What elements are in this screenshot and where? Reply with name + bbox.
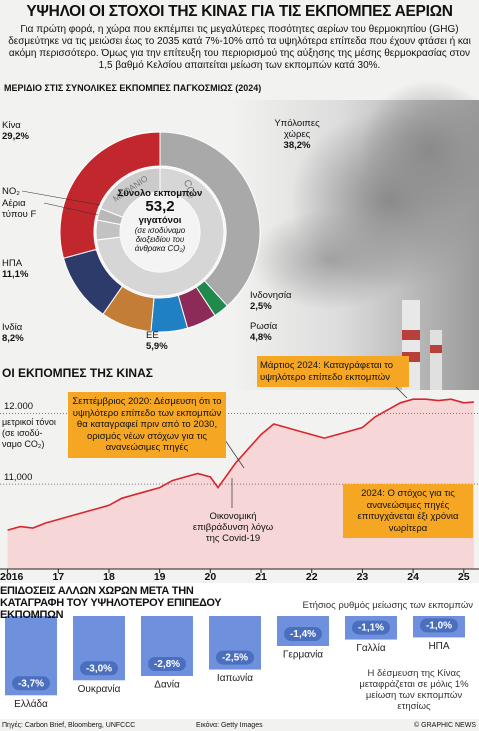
x-tick-label: 2016 xyxy=(0,571,24,583)
pie-category: ΗΠΑ xyxy=(2,258,23,269)
x-tick-label: 25 xyxy=(457,571,470,583)
x-tick-label: 20 xyxy=(204,571,217,583)
pie-category: Ινδονησία xyxy=(250,290,292,301)
leader xyxy=(43,202,99,216)
annotation: Σεπτέμβριος 2020: Δέσμευση ότι το υψηλότ… xyxy=(68,392,226,458)
line-title: ΟΙ ΕΚΠΟΜΠΕΣ ΤΗΣ ΚΙΝΑΣ xyxy=(2,366,153,380)
pie-label: Ινδονησία 2,5% xyxy=(250,290,320,312)
value-pill xyxy=(352,620,390,635)
category-label: Γαλλία xyxy=(356,642,386,654)
image-credit: Εικόνα: Getty Images xyxy=(196,722,263,729)
line xyxy=(7,398,474,531)
pie-label: ΕΕ 5,9% xyxy=(146,330,186,352)
category-label: Ιαπωνία xyxy=(217,672,253,684)
pie-category: Ινδία xyxy=(2,322,23,333)
pie-label: Υπόλοιπες χώρες 38,2% xyxy=(262,118,332,151)
annotation: 2024: Ο στόχος για τις ανανεώσιμες πηγές… xyxy=(343,484,473,538)
pie-value: 5,9% xyxy=(146,341,168,352)
value-label: -2,8% xyxy=(154,659,180,670)
y-tick-label: 12.000 xyxy=(4,401,34,413)
bar-subtitle: Ετήσιος ρυθμός μείωσης των εκπομπών xyxy=(302,600,473,611)
x-tick-label: 23 xyxy=(356,571,369,583)
pie-category: Υπόλοιπες χώρες xyxy=(274,118,320,140)
center-label: Σύνολο εκπομπών xyxy=(117,188,203,199)
pie-title: ΜΕΡΙΔΙΟ ΣΤΙΣ ΣΥΝΟΛΙΚΕΣ ΕΚΠΟΜΠΕΣ ΠΑΓΚΟΣΜΙ… xyxy=(4,83,262,93)
bar-title: ΕΠΙΔΟΣΕΙΣ ΑΛΛΩΝ ΧΩΡΩΝ ΜΕΤΑ ΤΗΝ ΚΑΤΑΓΡΑΦΗ… xyxy=(0,585,222,621)
category-label: Γερμανία xyxy=(283,649,323,661)
value-label: -3,0% xyxy=(86,663,112,674)
title: ΥΨΗΛΟΙ ΟΙ ΣΤΟΧΟΙ ΤΗΣ ΚΙΝΑΣ ΓΙΑ ΤΙΣ ΕΚΠΟΜ… xyxy=(26,3,453,20)
value-label: -2,5% xyxy=(222,653,248,664)
bar-note: Η δέσμευση της Κίνας μεταφράζεται σε μόλ… xyxy=(359,668,469,712)
pie-value: 38,2% xyxy=(283,140,311,151)
pie-value: 11,1% xyxy=(2,269,29,280)
pie-center-text: Σύνολο εκπομπών 53,2 γιγατόνοι (σε ισοδύναμ… xyxy=(112,188,208,253)
pie-category: ΕΕ xyxy=(146,330,159,341)
center-unit: γιγατόνοι xyxy=(138,215,182,226)
category-label: ΗΠΑ xyxy=(428,641,449,652)
value-label: -3,7% xyxy=(18,678,44,689)
value-pill xyxy=(148,657,186,671)
value-pill xyxy=(216,650,254,665)
smoke xyxy=(250,210,410,310)
annotation: Οικονομική επιβράδυνση λόγω της Covid-19 xyxy=(192,511,274,544)
y-tick-label: 11,000 xyxy=(4,472,33,484)
y-axis-label: μετρικοί τόνοι (σε ισοδύ-ναμο CO₂) xyxy=(2,417,56,450)
center-note: (σε ισοδύναμο διοξειδίου του άνθρακα CO₂… xyxy=(134,226,186,253)
pie-category: Κίνα xyxy=(2,120,21,131)
x-tick-label: 18 xyxy=(103,571,115,583)
pie-slice xyxy=(59,131,161,259)
category-label: Δανία xyxy=(154,679,180,691)
pie-category: Ρωσία xyxy=(250,321,278,332)
inner-label: Αέρια τύπου F xyxy=(2,198,37,220)
pie-center xyxy=(120,192,200,272)
x-tick-label: 21 xyxy=(255,571,267,583)
value-pill xyxy=(284,627,322,641)
annotation: Μάρτιος 2024: Καταγράφεται το υψηλότερο … xyxy=(257,356,409,387)
intro-text: Για πρώτη φορά, η χώρα που εκπέμπει τις … xyxy=(8,24,471,71)
pie-label: Ρωσία 4,8% xyxy=(250,321,310,343)
credit: © GRAPHIC NEWS xyxy=(414,722,476,729)
annotation-leader xyxy=(393,384,408,399)
category-label: Ελλάδα xyxy=(14,698,48,710)
x-tick-label: 22 xyxy=(305,571,318,583)
value-pill xyxy=(420,618,458,633)
source: Πηγές: Carbon Brief, Bloomberg, UNFCCC xyxy=(2,722,136,729)
x-tick-label: 17 xyxy=(52,571,65,583)
pie-value: 4,8% xyxy=(250,332,272,343)
value-pill xyxy=(12,676,50,691)
pie-value: 2,5% xyxy=(250,301,272,312)
leader xyxy=(21,190,101,206)
value-pill xyxy=(80,661,118,676)
pie-slice xyxy=(159,131,261,307)
value-label: -1,1% xyxy=(358,623,384,634)
x-tick-label: 24 xyxy=(407,571,419,583)
annotation-leader xyxy=(224,439,245,469)
center-value: 53,2 xyxy=(145,198,175,215)
pie-label: Ινδία 8,2% xyxy=(2,322,62,344)
value-label: -1,0% xyxy=(426,621,452,632)
pie-label: ΗΠΑ 11,1% xyxy=(2,258,62,280)
value-label: -1,4% xyxy=(290,629,316,640)
x-tick-label: 19 xyxy=(153,571,166,583)
smoke xyxy=(360,80,479,220)
pie-value: 29,2% xyxy=(2,131,29,142)
category-label: Ουκρανία xyxy=(78,683,121,695)
pie-value: 8,2% xyxy=(2,333,24,344)
pie-label: Κίνα 29,2% xyxy=(2,120,62,142)
inner-label: NO₂ xyxy=(2,186,20,197)
